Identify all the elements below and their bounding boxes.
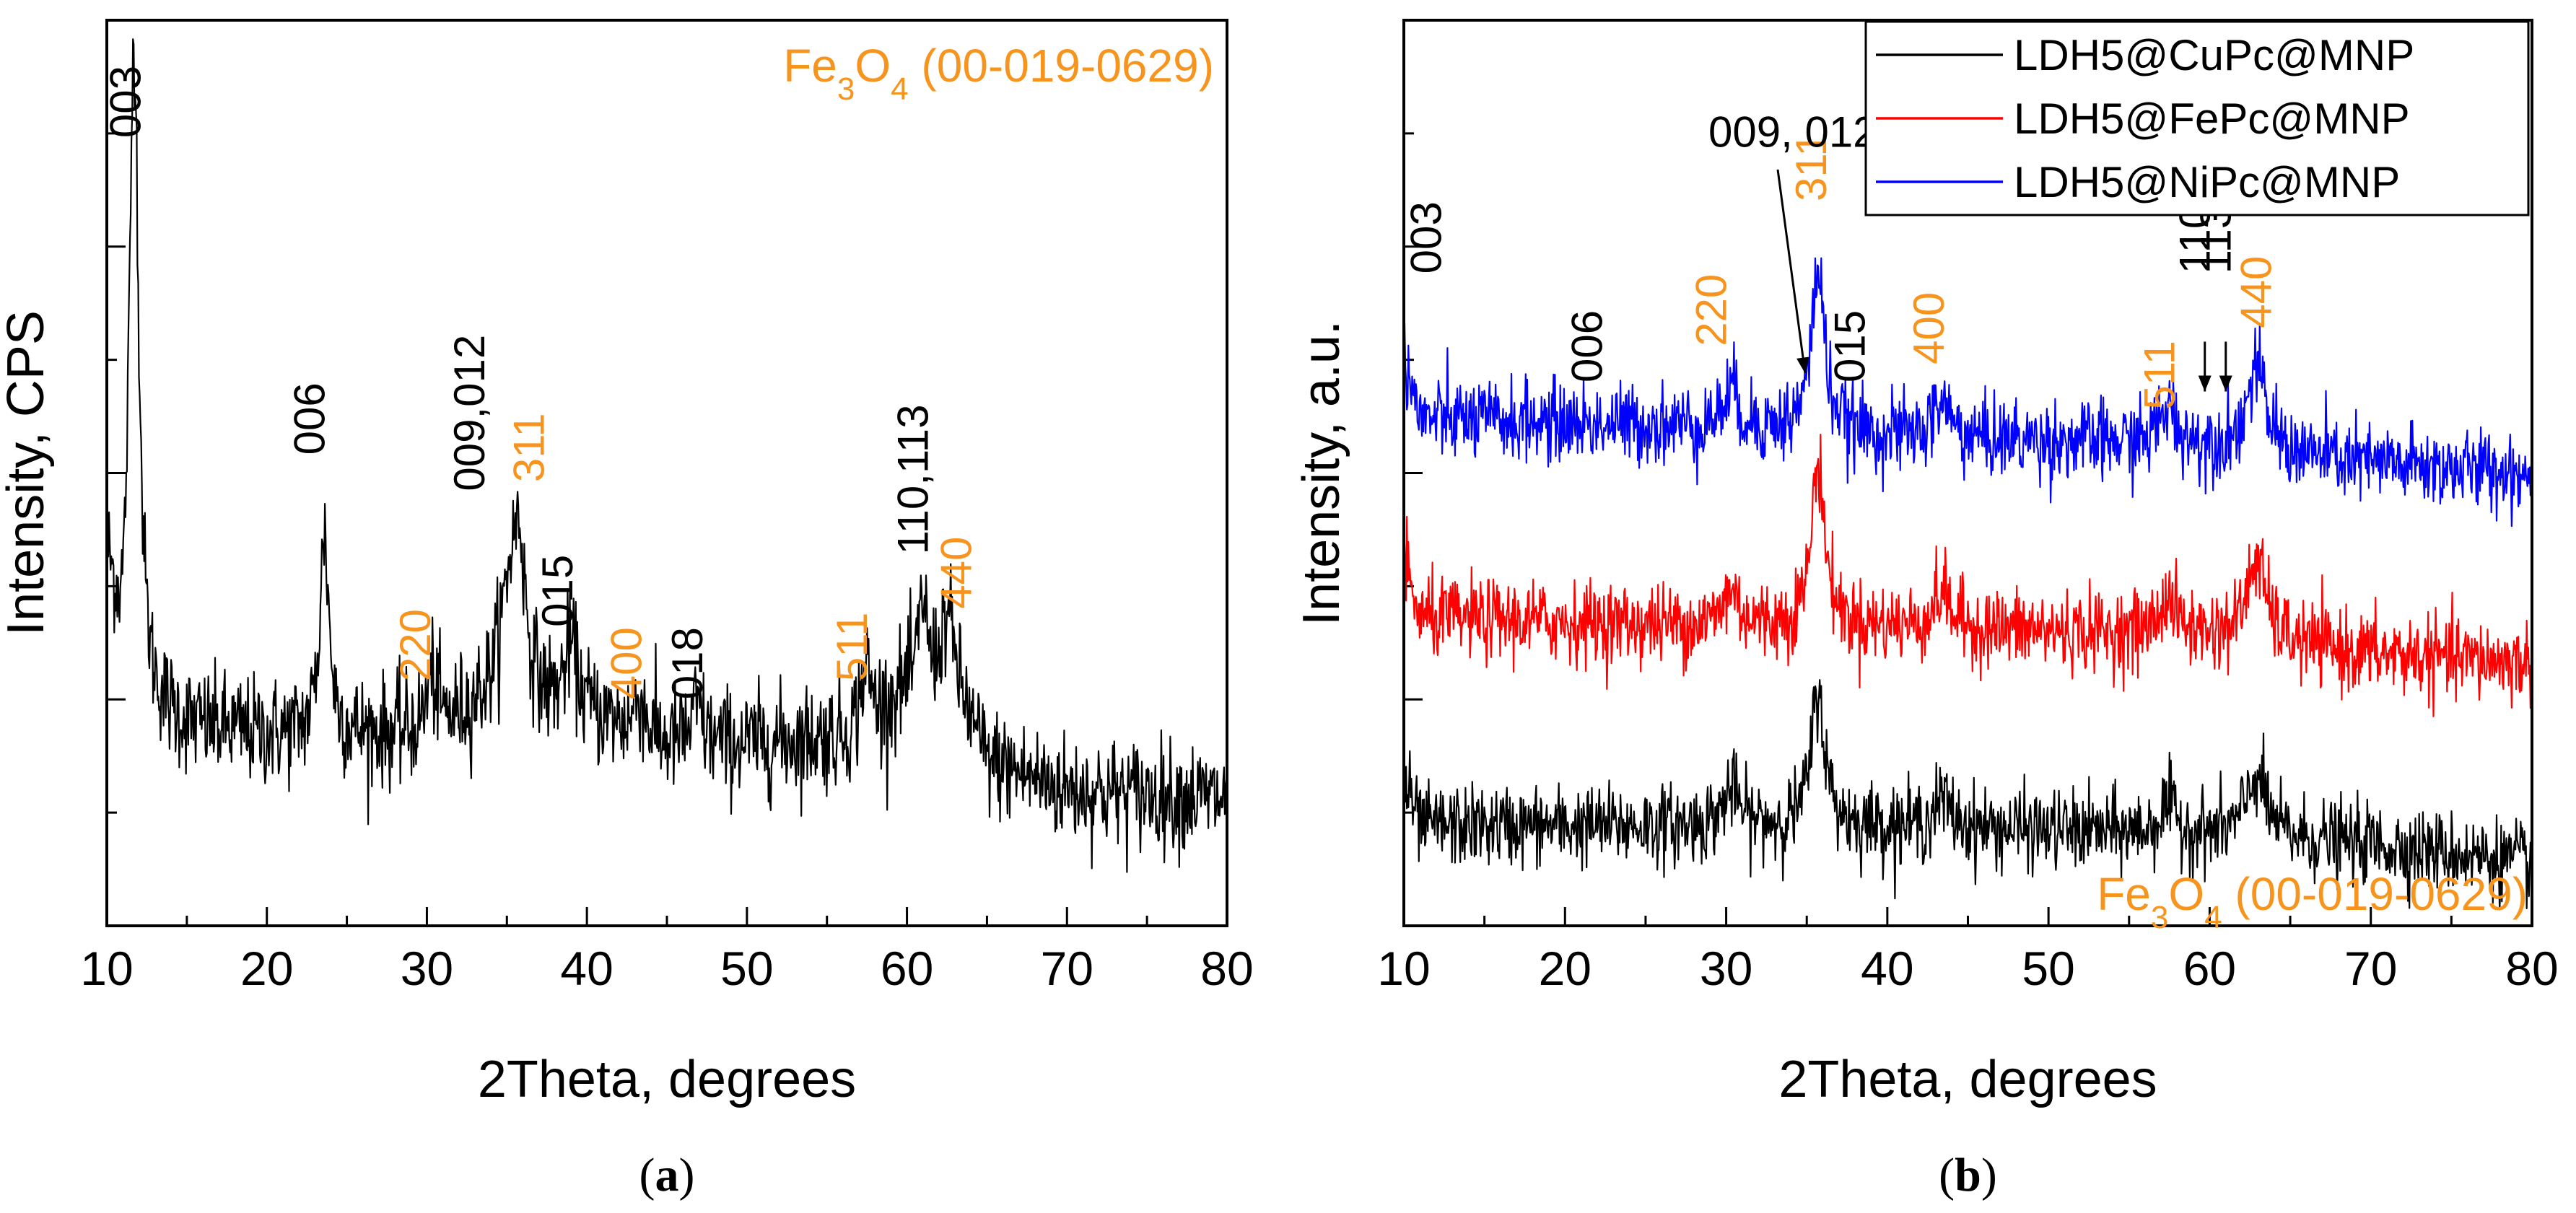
peak-label: 006 (286, 382, 334, 455)
peak-label: 220 (1688, 274, 1736, 346)
annotation-arrow-head (2198, 375, 2212, 392)
panel-b-reference-label: Fe3O4 (00-019-0629) (2097, 868, 2528, 935)
peak-label: 009,012 (445, 335, 494, 491)
peak-label: 110,113 (888, 404, 937, 554)
panel-b-y-axis-title: Intensity, a.u. (1293, 320, 1350, 626)
peak-label: 015 (533, 555, 582, 627)
panel-b-plot-area (1402, 257, 2533, 911)
panel-b: 10 20 30 40 50 60 70 80 003 006 220 311 015 400 511 11… (1293, 19, 2559, 1201)
panel-b-series-nipc (1402, 257, 2533, 527)
panel-a-reference-label: Fe3O4 (00-019-0629) (783, 40, 1214, 107)
x-tick-label: 30 (401, 942, 453, 995)
peak-label: 015 (1826, 310, 1874, 382)
peak-label: 311 (1787, 132, 1835, 201)
x-tick-label: 10 (1377, 942, 1430, 995)
peak-label: 018 (663, 627, 712, 699)
x-tick-label: 80 (2505, 942, 2558, 995)
peak-label: 511 (828, 612, 876, 681)
peak-label: 311 (505, 413, 553, 482)
legend-label-fepc: LDH5@FePc@MNP (2014, 95, 2410, 143)
x-tick-label: 30 (1700, 942, 1752, 995)
peak-label: 511 (2135, 341, 2183, 410)
annotation-arrow-head (1796, 356, 1809, 374)
panel-a-series-ldh5-mnp (105, 38, 1228, 873)
x-tick-label: 80 (1200, 942, 1253, 995)
panel-a-frame (105, 19, 1228, 927)
panel-a-plot-area (105, 38, 1228, 873)
peak-label: 003 (102, 66, 150, 138)
peak-label: 009, 012 (1708, 108, 1877, 157)
x-tick-label: 70 (1041, 942, 1093, 995)
panel-a-x-tick-labels: 10 20 30 40 50 60 70 80 (80, 942, 1253, 995)
panel-b-x-tick-labels: 10 20 30 40 50 60 70 80 (1377, 942, 2558, 995)
panel-b-x-axis-title: 2Theta, degrees (1778, 1051, 2157, 1108)
peak-label: 113 (2191, 205, 2240, 274)
x-tick-label: 50 (720, 942, 773, 995)
x-tick-label: 60 (881, 942, 933, 995)
panel-a: 10 20 30 40 50 60 70 80 003 006 220 009,012 311 015 4… (0, 19, 1254, 1201)
x-tick-label: 40 (1861, 942, 1913, 995)
panel-b-frame (1402, 19, 2533, 927)
peak-label: 440 (932, 537, 980, 609)
peak-label: 400 (1905, 292, 1953, 364)
panel-b-series-fepc (1402, 434, 2533, 717)
x-tick-label: 60 (2183, 942, 2236, 995)
annotation-arrow-line (1776, 169, 1807, 374)
panel-a-caption: (a) (639, 1149, 695, 1201)
peak-label: 220 (391, 609, 440, 681)
peak-label: 003 (1402, 201, 1450, 273)
peak-label: 440 (2232, 256, 2280, 328)
x-tick-label: 20 (240, 942, 293, 995)
x-tick-label: 20 (1539, 942, 1592, 995)
peak-label: 400 (603, 627, 651, 699)
panel-b-arrows (1776, 169, 2232, 392)
panel-b-series-cupc (1402, 679, 2533, 911)
legend-label-nipc: LDH5@NiPc@MNP (2014, 158, 2400, 206)
peak-label: 006 (1563, 310, 1612, 382)
panel-a-y-axis-title: Intensity, CPS (0, 310, 55, 636)
annotation-arrow-head (2219, 375, 2232, 392)
x-tick-label: 50 (2022, 942, 2074, 995)
panel-b-legend: LDH5@CuPc@MNP LDH5@FePc@MNP LDH5@NiPc@MN… (1864, 20, 2530, 216)
peak-label: 110 (2170, 205, 2219, 274)
x-tick-label: 10 (80, 942, 133, 995)
x-tick-label: 70 (2344, 942, 2397, 995)
x-tick-label: 40 (560, 942, 613, 995)
panel-b-caption: (b) (1939, 1149, 1997, 1201)
legend-label-cupc: LDH5@CuPc@MNP (2014, 31, 2414, 79)
panel-a-peak-labels: 003 006 220 009,012 311 015 400 018 511 110,11344… (102, 66, 981, 699)
panel-a-x-axis-title: 2Theta, degrees (478, 1051, 856, 1108)
